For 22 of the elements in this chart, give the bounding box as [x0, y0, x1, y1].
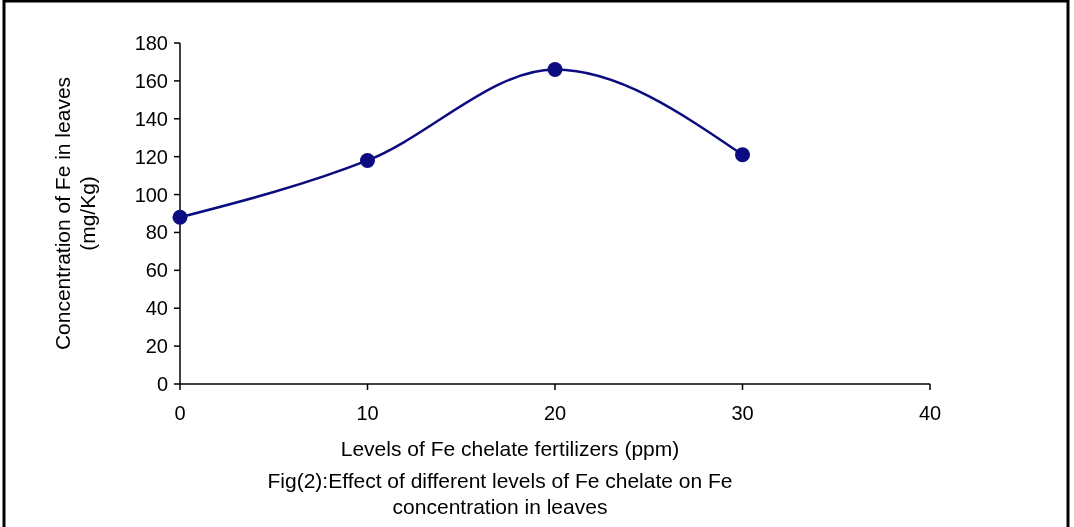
y-tick-label: 120: [134, 145, 168, 168]
y-tick-label: 60: [145, 259, 168, 282]
text: Fig(2):Effect of different levels of Fe chelate on Fe concentration in leaves: [267, 469, 733, 518]
point: [547, 62, 563, 78]
y-axis-title: Concentration of Fe in leaves (mg/Kg): [51, 76, 99, 351]
point: [735, 147, 750, 163]
y-tick-label: 160: [134, 69, 168, 92]
y-tick-label: 140: [134, 107, 168, 130]
y-tick-label: 20: [145, 335, 168, 358]
x-axis-title: Levels of Fe chelate fertilizers (ppm): [340, 437, 680, 460]
point: [172, 209, 188, 225]
x-tick-label: 20: [543, 402, 567, 424]
x-tick-label: 40: [918, 402, 942, 424]
x-tick-label: 10: [356, 402, 379, 424]
y-tick-label: 80: [145, 221, 168, 244]
x-tick-label: 0: [174, 402, 186, 424]
point: [360, 152, 375, 168]
y-tick-label: 180: [134, 32, 168, 54]
y-tick-label: 0: [156, 373, 168, 395]
y-tick-label: 40: [145, 297, 168, 320]
y-tick-label: 100: [134, 183, 168, 206]
x-tick-label: 30: [731, 402, 754, 424]
